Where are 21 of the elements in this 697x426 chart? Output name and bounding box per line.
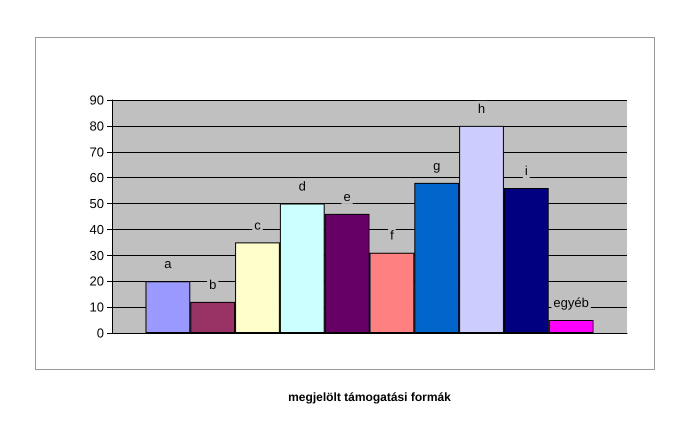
series-label: b [209, 276, 216, 292]
series-label: c [254, 217, 262, 232]
y-tick-label: 60 [90, 170, 104, 186]
y-tick-label: 80 [90, 118, 104, 134]
series-label: egyéb [553, 295, 589, 310]
y-tick-label: 10 [90, 300, 104, 315]
y-tick-label: 50 [90, 196, 104, 212]
series-label: f [390, 228, 394, 243]
y-tick-label: 20 [90, 274, 104, 289]
series-label: d [298, 178, 306, 194]
y-tick-label: 90 [90, 92, 104, 108]
y-tick-label: 0 [96, 326, 104, 340]
series-label: i [524, 163, 528, 178]
y-tick-label: 30 [90, 248, 104, 263]
x-axis-title: megjelölt támogatási formák [288, 390, 452, 404]
series-label: a [164, 256, 172, 272]
y-tick-label: 70 [90, 144, 104, 160]
series-label: g [433, 158, 440, 173]
series-label: h [478, 100, 486, 116]
y-tick-label: 40 [90, 222, 104, 237]
series-label: e [343, 188, 351, 204]
